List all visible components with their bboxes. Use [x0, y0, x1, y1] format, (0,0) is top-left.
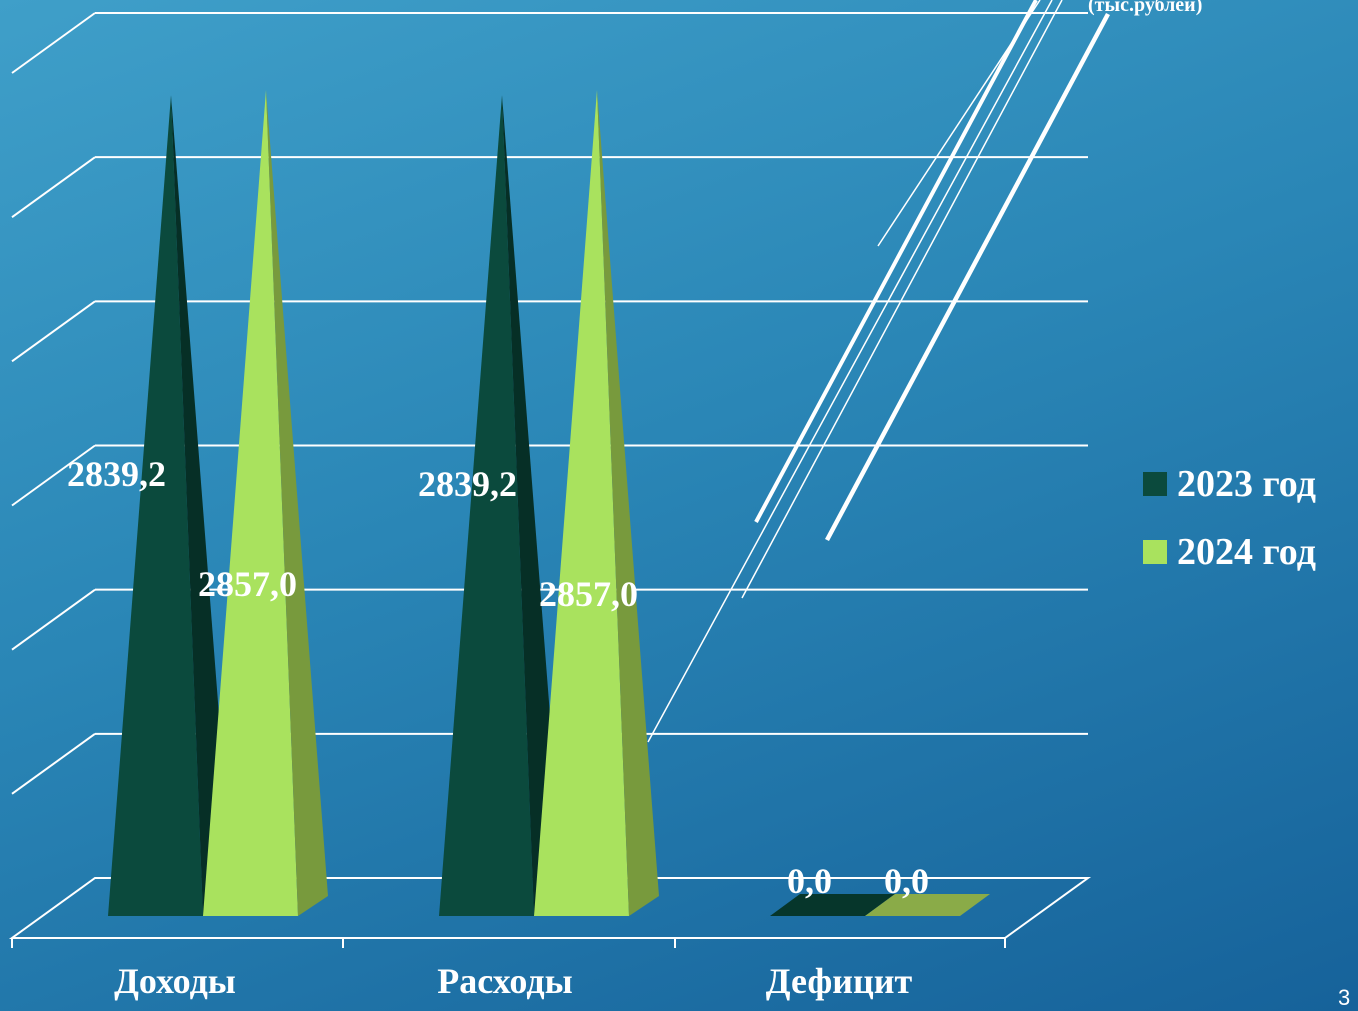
- bar-front-face: [534, 90, 629, 916]
- category-label-dohody: Доходы: [114, 961, 236, 1001]
- legend-swatch-2023: [1143, 472, 1167, 496]
- bar-side-face: [171, 95, 233, 916]
- bar-2024-год-2: [865, 894, 990, 916]
- gridline-wall: [11, 300, 96, 363]
- bars: [108, 90, 990, 916]
- bar-2023-год-0: [108, 95, 233, 916]
- legend-label-2023: 2023 год: [1177, 463, 1316, 505]
- gridline-wall: [11, 12, 96, 74]
- data-label-dohody-2024: 2857,0: [198, 564, 297, 604]
- bar-side-face: [266, 90, 328, 916]
- legend-item-2023: 2023 год: [1143, 450, 1316, 518]
- bar-side-face: [597, 90, 659, 916]
- data-label-rashody-2024: 2857,0: [539, 574, 638, 614]
- gridline-wall: [11, 733, 96, 795]
- page-number: 3: [1338, 985, 1351, 1010]
- decorative-lines: [647, 0, 1110, 743]
- bar-side-face: [502, 95, 564, 916]
- bar-2023-год-1: [439, 95, 564, 916]
- bar-front-face: [439, 95, 534, 916]
- category-label-deficit: Дефицит: [765, 961, 913, 1001]
- decorative-line: [825, 12, 1110, 542]
- legend: 2023 год 2024 год: [1143, 450, 1316, 586]
- bar-flat-face: [770, 894, 895, 916]
- decorative-line: [647, 0, 1053, 743]
- decorative-line: [754, 0, 1038, 523]
- bar-2023-год-2: [770, 894, 895, 916]
- bar-front-face: [203, 90, 298, 916]
- legend-label-2024: 2024 год: [1177, 531, 1316, 573]
- data-label-dohody-2023: 2839,2: [67, 454, 166, 494]
- units-label: (тыс.рублей): [1088, 0, 1203, 16]
- gridline-wall: [11, 444, 96, 507]
- gridline-wall: [11, 156, 96, 218]
- decorative-line: [741, 0, 1063, 599]
- gridline-wall: [11, 588, 96, 651]
- data-label-deficit-2024: 0,0: [884, 861, 929, 901]
- legend-item-2024: 2024 год: [1143, 518, 1316, 586]
- data-label-deficit-2023: 0,0: [787, 861, 832, 901]
- bar-2024-год-1: [534, 90, 659, 916]
- bar-flat-face: [865, 894, 990, 916]
- category-label-rashody: Расходы: [437, 961, 573, 1001]
- legend-swatch-2024: [1143, 540, 1167, 564]
- data-label-rashody-2023: 2839,2: [418, 464, 517, 504]
- bar-front-face: [108, 95, 203, 916]
- bar-2024-год-0: [203, 90, 328, 916]
